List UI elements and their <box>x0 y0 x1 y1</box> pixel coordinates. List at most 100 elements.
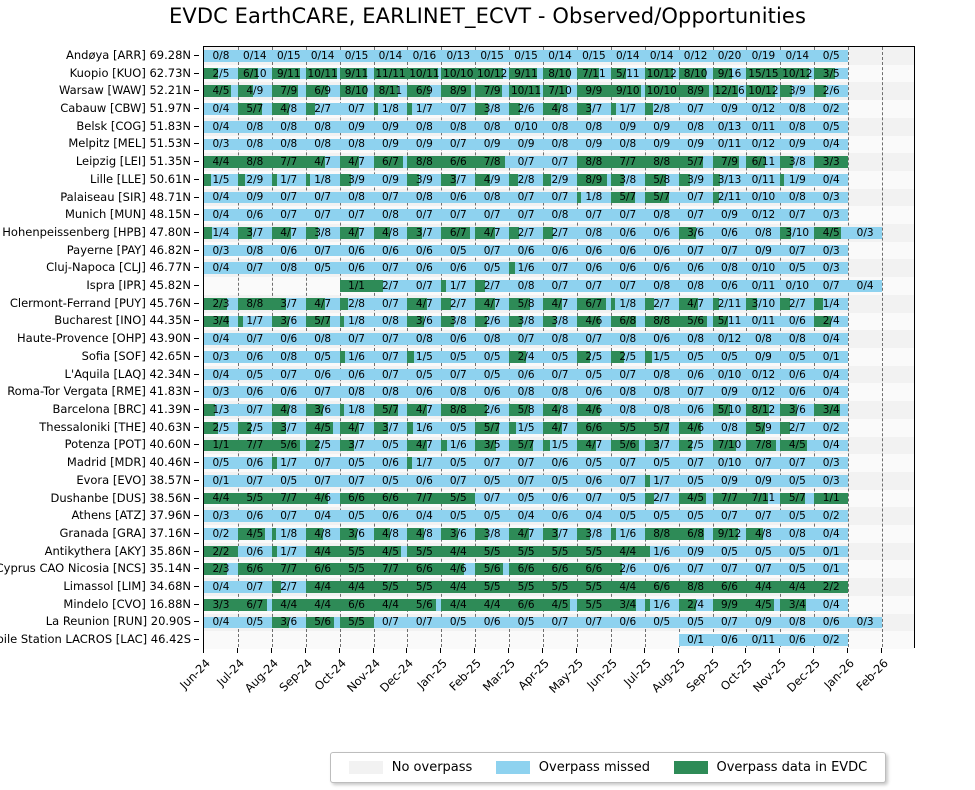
heatmap-cell: 4/7 <box>339 227 374 239</box>
heatmap-cell: 2/7 <box>441 297 476 310</box>
overpass-observed-bar <box>610 173 624 186</box>
heatmap-cell: 0/7 <box>678 386 713 399</box>
heatmap-cell: 0/7 <box>712 563 747 576</box>
overpass-observed-bar <box>305 297 326 310</box>
heatmap-cell: 3/4 <box>814 404 849 416</box>
y-axis-tick <box>194 249 199 251</box>
overpass-observed-bar <box>509 404 531 416</box>
gridline-vertical <box>814 47 816 647</box>
heatmap-cell: 0/2 <box>814 634 849 646</box>
heatmap-cell: 5/5 <box>576 598 611 611</box>
cell-value-label: 0/3 <box>822 474 840 487</box>
cell-value-label: 0/3 <box>822 262 840 275</box>
cell-value-label: 0/19 <box>751 50 776 62</box>
overpass-missed-bar <box>712 280 747 292</box>
cell-value-label: 0/7 <box>788 457 806 469</box>
overpass-missed-bar <box>271 421 306 434</box>
heatmap-cell: 0/3 <box>204 510 238 523</box>
heatmap-cell: 0/7 <box>237 581 272 593</box>
cell-value-label: 2/7 <box>483 280 501 292</box>
heatmap-cell: 6/6 <box>373 492 408 505</box>
heatmap-cell: 7/7 <box>271 492 306 505</box>
overpass-missed-bar <box>441 50 476 62</box>
overpass-observed-bar <box>271 581 282 593</box>
overpass-missed-bar <box>780 528 815 540</box>
heatmap-cell: 4/5 <box>305 421 340 434</box>
cell-value-label: 0/6 <box>619 227 637 239</box>
overpass-missed-bar <box>610 474 645 487</box>
cell-value-label: 6/11 <box>751 156 776 168</box>
overpass-missed-bar <box>543 368 577 381</box>
heatmap-cell: 0/6 <box>305 368 340 381</box>
overpass-observed-bar <box>780 156 794 168</box>
overpass-missed-bar <box>644 351 679 363</box>
heatmap-cell: 4/4 <box>746 581 781 593</box>
cell-value-label: 3/3 <box>822 156 840 168</box>
cell-value-label: 0/9 <box>721 103 738 115</box>
cell-value-label: 0/8 <box>619 138 637 151</box>
heatmap-cell: 0/12 <box>746 368 781 381</box>
heatmap-cell: 0/9 <box>678 138 713 151</box>
cell-value-label: 1/7 <box>449 280 467 292</box>
cell-value-label: 0/7 <box>246 262 264 275</box>
cell-value-label: 5/5 <box>619 421 637 434</box>
overpass-missed-bar <box>644 563 679 576</box>
heatmap-cell <box>848 50 882 62</box>
cell-value-label: 0/5 <box>687 510 705 522</box>
cell-value-label: 5/5 <box>348 616 365 629</box>
cell-value-label: 5/8 <box>517 404 535 416</box>
heatmap-cell: 0/15 <box>271 50 306 62</box>
cell-value-label: 0/6 <box>687 262 705 275</box>
overpass-missed-bar <box>814 262 849 275</box>
overpass-observed-bar <box>576 103 592 115</box>
cell-value-label: 0/7 <box>483 244 501 257</box>
overpass-missed-bar <box>441 191 476 204</box>
overpass-missed-bar <box>780 634 815 646</box>
overpass-missed-bar <box>780 545 815 558</box>
heatmap-cell: 0/6 <box>407 474 442 487</box>
heatmap-cell: 5/7 <box>644 191 679 204</box>
overpass-observed-bar <box>644 156 679 168</box>
cell-value-label: 0/7 <box>517 156 535 168</box>
gridline-vertical <box>882 47 884 647</box>
cell-value-label: 0/7 <box>619 457 637 469</box>
cell-value-label: 4/5 <box>551 598 569 611</box>
overpass-missed-bar <box>475 510 510 523</box>
cell-value-label: 3/7 <box>415 227 433 239</box>
overpass-missed-bar <box>271 616 306 629</box>
cell-value-label: 0/14 <box>649 50 674 62</box>
heatmap-cell: 0/7 <box>305 209 340 222</box>
heatmap-cell: 0/5 <box>780 510 815 523</box>
overpass-missed-bar <box>746 351 781 363</box>
overpass-observed-bar <box>712 439 737 452</box>
overpass-missed-bar <box>678 404 713 416</box>
overpass-observed-bar <box>644 315 679 328</box>
overpass-missed-bar <box>475 244 510 257</box>
cell-value-label: 2/2 <box>212 545 230 558</box>
overpass-observed-bar <box>204 156 238 168</box>
cell-value-label: 0/12 <box>751 368 776 381</box>
gridline-vertical <box>848 47 850 647</box>
cell-value-label: 3/6 <box>687 227 705 239</box>
legend-label: Overpass missed <box>538 760 651 775</box>
overpass-missed-bar <box>780 156 815 168</box>
cell-value-label: 7/7 <box>246 439 264 452</box>
x-axis-tick <box>745 648 747 653</box>
heatmap-cell <box>848 245 882 257</box>
cell-value-label: 1/5 <box>212 173 230 186</box>
cell-value-label: 0/7 <box>585 333 603 345</box>
heatmap-cell: 4/7 <box>305 297 340 310</box>
cell-value-label: 0/8 <box>653 209 671 221</box>
overpass-observed-bar <box>610 421 645 434</box>
overpass-missed-bar <box>814 333 849 345</box>
heatmap-cell: 3/7 <box>271 297 306 310</box>
heatmap-cell: 12/16 <box>712 85 747 98</box>
heatmap-cell: 1/7 <box>407 457 442 469</box>
overpass-missed-bar <box>271 510 306 523</box>
overpass-observed-bar <box>712 173 721 186</box>
cell-value-label: 7/9 <box>280 85 298 97</box>
overpass-observed-bar <box>746 439 777 452</box>
heatmap-cell: 5/7 <box>678 156 713 168</box>
cell-value-label: 5/10 <box>717 404 742 416</box>
cell-value-label: 0/3 <box>856 616 874 629</box>
